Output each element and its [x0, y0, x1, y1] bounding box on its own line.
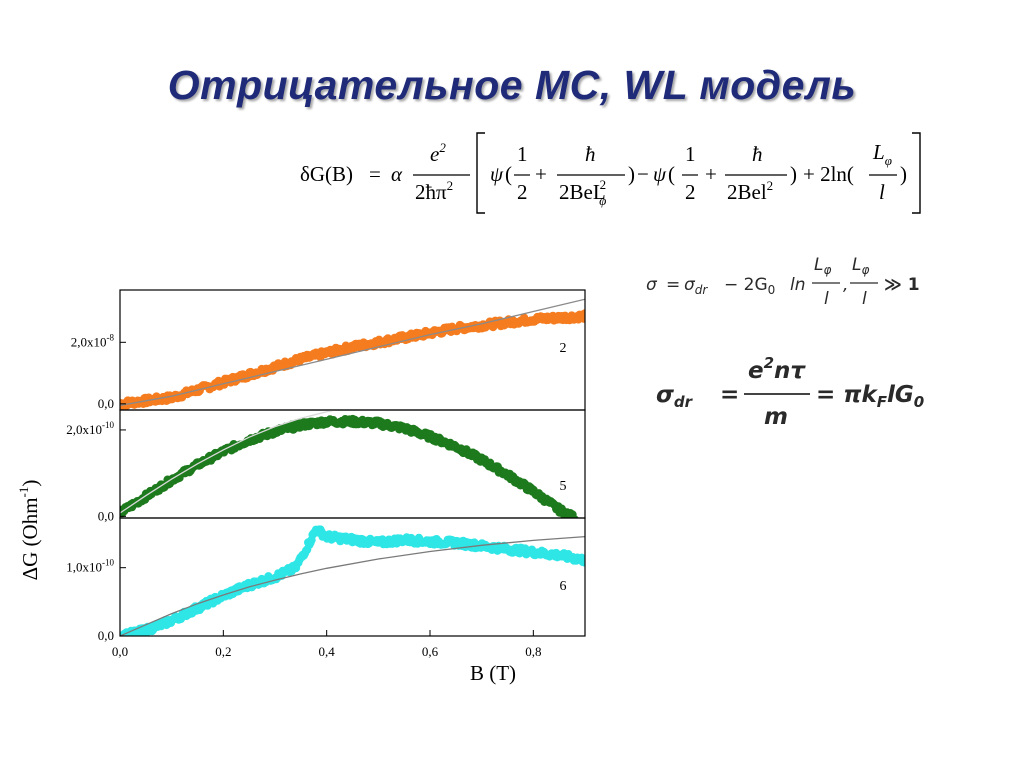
- paren-open-2: (: [668, 162, 675, 186]
- panel-label-6: 6: [560, 579, 567, 594]
- drude-den: m: [764, 404, 788, 430]
- paren-close-2: ): [790, 162, 797, 186]
- formula-lhs: δG(B): [300, 162, 353, 186]
- panel-2-fit-line: [120, 298, 585, 407]
- psi-1: ψ: [490, 162, 504, 186]
- wl-formula: δG(B) = α e2 2ħπ2 ψ ( 1 2 + ħ 2BeL2 φ ) −…: [300, 132, 921, 214]
- paren-close-3: ): [900, 162, 907, 186]
- panel-5-fit-line: [120, 410, 339, 514]
- x-tick-label: 0,0: [112, 644, 128, 659]
- drude-rhs: = πkFlG0: [816, 382, 924, 411]
- plus-1: +: [535, 162, 547, 186]
- two-2: 2: [685, 180, 696, 204]
- sigma-sym: σ: [646, 275, 658, 295]
- psi-2: ψ: [653, 162, 667, 186]
- drude-formula: σdr = e2nτ m = πkFlG0: [656, 354, 924, 430]
- ln-text: ln: [790, 275, 806, 295]
- ratio2-num: Lφ: [852, 255, 869, 277]
- y-tick-label: 2,0x10-8: [71, 332, 115, 349]
- plus-2: +: [705, 162, 717, 186]
- y-tick-label: 1,0x10-10: [66, 558, 114, 575]
- hbar-2: ħ: [752, 142, 763, 166]
- y-tick-label: 0,0: [98, 628, 114, 643]
- ratio1-num: Lφ: [814, 255, 831, 277]
- panel-label-2: 2: [560, 341, 567, 356]
- paren-open-1: (: [505, 162, 512, 186]
- x-tick-label: 0,6: [422, 644, 439, 659]
- much-greater: ≫ 1: [884, 275, 920, 295]
- panel-label-5: 5: [560, 479, 567, 494]
- y-tick-label: 2,0x10-10: [66, 420, 114, 437]
- wl-chart: 0,0 2,0x10-8 2 0,0 2,0x10-10 5 0,0 1,0x10-10 6 0,…: [16, 289, 586, 685]
- ratio2-den: l: [862, 289, 867, 309]
- sigma-formula: σ = σdr − 2G0 ln Lφ l , Lφ l ≫ 1: [646, 255, 920, 309]
- formula-alpha: α: [391, 162, 403, 186]
- ratio-comma: ,: [843, 275, 848, 295]
- panel-6-fit-line: [120, 535, 585, 636]
- x-tick-label: 0,8: [525, 644, 541, 659]
- y-tick-label: 0,0: [98, 508, 114, 523]
- two-1: 2: [517, 180, 528, 204]
- ratio1-den: l: [824, 289, 829, 309]
- drude-eq: =: [720, 382, 739, 408]
- y-tick-label: 0,0: [98, 396, 114, 411]
- frac1-num: e2: [430, 140, 446, 166]
- drude-sigma: σdr: [656, 382, 694, 411]
- frac4-num: Lφ: [872, 140, 892, 168]
- sigma-minus: − 2G0: [724, 275, 775, 297]
- data-point: [570, 515, 579, 518]
- hbar-1: ħ: [585, 142, 596, 166]
- minus-1: −: [637, 162, 649, 186]
- slide-title: Отрицательное МС, WL модель: [167, 62, 857, 108]
- ln-prefix: + 2ln(: [803, 162, 854, 186]
- drude-num: e2nτ: [748, 354, 806, 384]
- one-1: 1: [517, 142, 528, 166]
- frac2-den: 2BeL2 φ: [559, 177, 606, 208]
- x-tick-label: 0,2: [215, 644, 231, 659]
- formula-eq: =: [369, 162, 381, 186]
- panel-6-data: [120, 525, 585, 636]
- sigma-eq: =: [666, 275, 680, 295]
- y-axis-label: ΔG (Ohm-1): [16, 480, 42, 581]
- frac4-den: l: [879, 180, 885, 204]
- data-point: [580, 558, 585, 567]
- sigma-dr: σdr: [684, 275, 708, 297]
- data-point: [580, 309, 585, 318]
- panel-6-frame: [119, 517, 586, 637]
- panel-5-data: [120, 414, 579, 518]
- left-bracket: [476, 132, 485, 214]
- one-2: 1: [685, 142, 696, 166]
- panel-2-data: [120, 309, 585, 410]
- frac1-den: 2ħπ2: [415, 178, 453, 204]
- paren-close-1: ): [628, 162, 635, 186]
- frac3-den: 2Bel2: [727, 178, 773, 204]
- x-tick-label: 0,4: [319, 644, 336, 659]
- x-axis-label: B (T): [470, 661, 516, 685]
- right-bracket: [912, 132, 921, 214]
